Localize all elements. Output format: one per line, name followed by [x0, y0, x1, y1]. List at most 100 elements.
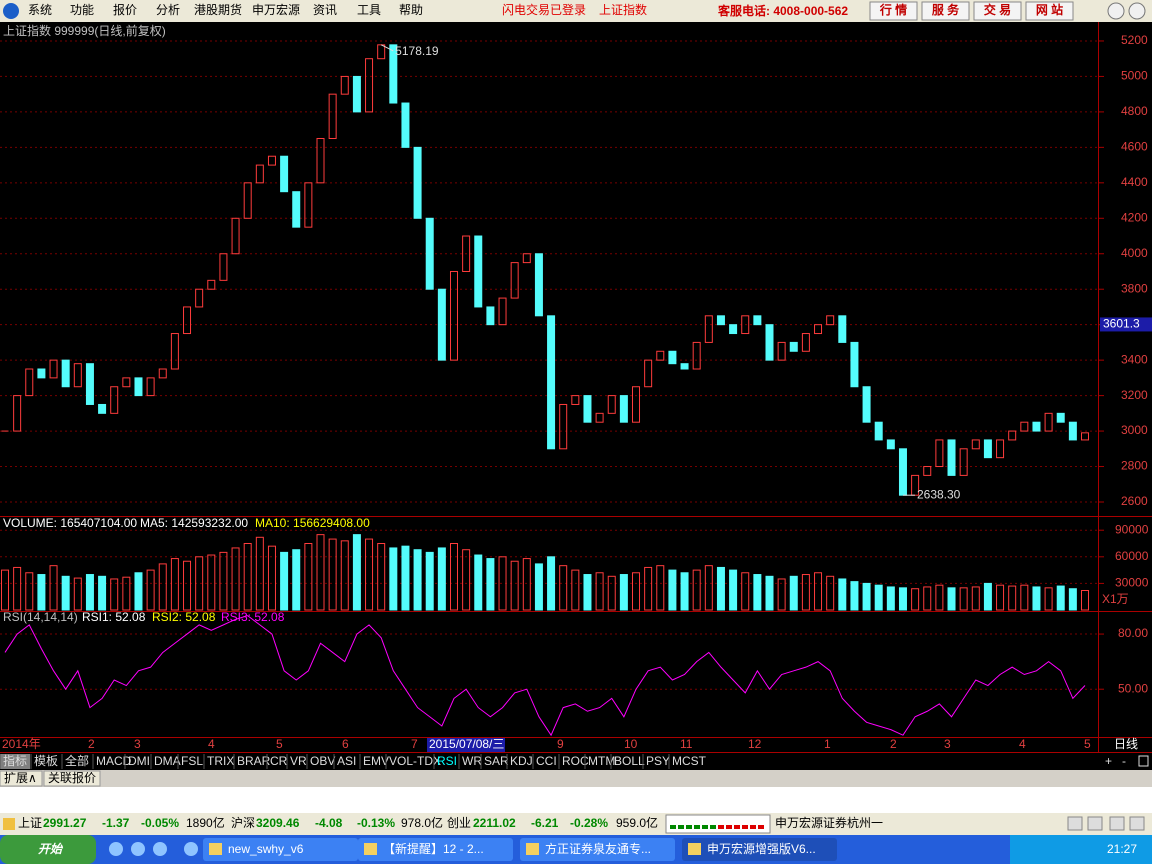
indicator-tab[interactable]: RSI — [437, 754, 457, 768]
extra-tab[interactable]: 扩展∧ — [4, 771, 37, 785]
date-label: 6 — [342, 737, 349, 751]
extra-tab[interactable]: 关联报价 — [48, 770, 96, 785]
menu-button[interactable] — [973, 1, 1022, 21]
indicator-tab[interactable]: PSY — [646, 754, 670, 768]
panel-control[interactable]: - — [1122, 754, 1126, 768]
task-label[interactable]: 【新提醒】12 - 2... — [383, 841, 484, 856]
indicator-tab[interactable]: TRIX — [207, 754, 234, 768]
app-icon[interactable] — [3, 3, 19, 19]
quick-launch[interactable] — [131, 842, 145, 856]
cursor-date-box — [427, 738, 505, 752]
indicator-tab[interactable]: DMI — [128, 754, 150, 768]
indicator-tab[interactable]: EMV — [363, 754, 389, 768]
volume-bar — [73, 577, 82, 611]
window-button[interactable] — [1107, 2, 1125, 20]
menu-button[interactable] — [921, 1, 970, 21]
indicator-tab[interactable]: MACD — [96, 754, 132, 768]
task-button[interactable] — [203, 838, 358, 861]
menu-item[interactable]: 申万宏源 — [252, 2, 300, 17]
candle — [389, 44, 398, 104]
status-tool[interactable] — [1109, 816, 1125, 831]
extra-tab-bg[interactable] — [0, 770, 43, 787]
volume-bar — [583, 574, 592, 611]
indicator-tab[interactable]: BRAR — [237, 754, 271, 768]
task-button[interactable] — [682, 838, 837, 861]
candle — [534, 253, 543, 317]
status-tool[interactable] — [1129, 816, 1145, 831]
candle — [1068, 421, 1077, 441]
task-button[interactable] — [520, 838, 675, 861]
indicator-tab[interactable]: ASI — [337, 754, 356, 768]
meter-cell — [750, 825, 756, 829]
volume-bar — [231, 547, 240, 611]
menu-button-label[interactable]: 服 务 — [932, 2, 960, 17]
menu-item[interactable]: 功能 — [70, 3, 94, 17]
volume-bar — [255, 536, 264, 611]
menu-item[interactable]: 帮助 — [399, 3, 423, 17]
indicator-tab[interactable]: MCST — [672, 754, 707, 768]
indicator-tab[interactable]: 模板 — [34, 754, 58, 768]
panel-control[interactable]: + — [1105, 754, 1112, 768]
indicator-tab[interactable]: 全部 — [65, 753, 89, 768]
status-tool[interactable] — [1087, 816, 1103, 831]
indicator-tab[interactable]: ROC — [562, 754, 589, 768]
task-button[interactable] — [358, 838, 513, 861]
indicator-tab[interactable]: KDJ — [510, 754, 533, 768]
menu-item[interactable]: 报价 — [113, 2, 137, 17]
menu-item[interactable]: 港股期货 — [194, 2, 242, 17]
y-tick-label: 90000 — [1115, 522, 1149, 536]
quick-launch[interactable] — [153, 842, 167, 856]
date-label: 2 — [890, 737, 897, 751]
task-label[interactable]: 申万宏源增强版V6... — [707, 841, 816, 856]
indicator-tab[interactable]: CCI — [536, 754, 557, 768]
menu-item[interactable]: 系统 — [28, 3, 52, 17]
task-label[interactable]: new_swhy_v6 — [228, 842, 304, 856]
menu-button[interactable] — [869, 1, 918, 21]
menu-button[interactable] — [1025, 1, 1074, 21]
quick-launch[interactable] — [109, 842, 123, 856]
indicator-tab[interactable]: DMA — [154, 754, 181, 768]
menu-item[interactable]: 工具 — [357, 3, 381, 17]
indicator-tab[interactable]: WR — [462, 754, 482, 768]
indicator-tab[interactable]: MTM — [588, 754, 615, 768]
volume-bar — [850, 581, 859, 611]
menu-button-label[interactable]: 网 站 — [1036, 2, 1063, 17]
indicator-tab[interactable]: VOL-TDX — [389, 754, 441, 768]
candle — [243, 182, 252, 219]
candle — [365, 58, 374, 113]
meter-cell — [694, 825, 700, 829]
indicator-tab[interactable]: FSL — [181, 754, 203, 768]
quick-launch[interactable] — [184, 842, 198, 856]
task-icon — [526, 843, 539, 855]
start-label[interactable]: 开始 — [38, 842, 64, 856]
indicator-tab[interactable]: VR — [290, 754, 307, 768]
start-button[interactable] — [0, 835, 96, 864]
date-label: 5 — [276, 737, 283, 751]
indicator-tab[interactable]: CR — [270, 754, 288, 768]
window-button[interactable] — [1128, 2, 1146, 20]
candle — [862, 386, 871, 423]
indicator-tab[interactable]: BOLL — [614, 754, 645, 768]
menu-item[interactable]: 分析 — [156, 3, 180, 17]
menu-button-label[interactable]: 交 易 — [984, 2, 1011, 17]
volume-bar — [413, 549, 422, 611]
volume-bar — [1068, 588, 1077, 611]
extra-tab-bg[interactable] — [43, 770, 101, 787]
indicator-tab[interactable]: SAR — [484, 754, 509, 768]
menu-button-label[interactable]: 行 情 — [879, 2, 907, 17]
menu-item[interactable]: 资讯 — [313, 3, 337, 17]
index-price: 3209.46 — [256, 816, 300, 830]
status-tool[interactable] — [1067, 816, 1083, 831]
date-label: 12 — [748, 737, 762, 751]
cursor-date: 2015/07/08/三 — [429, 737, 504, 751]
y-tick-label: 4800 — [1121, 104, 1148, 118]
panel-control-box[interactable] — [1138, 755, 1149, 767]
volume-bar — [595, 572, 604, 611]
indicator-tab[interactable]: 指标 — [3, 753, 27, 768]
broker: 申万宏源证券杭州一 — [775, 815, 883, 830]
candle — [983, 439, 992, 459]
volume-bar — [462, 549, 471, 611]
rsi-line — [4, 615, 1086, 737]
indicator-tab[interactable]: OBV — [310, 754, 335, 768]
task-label[interactable]: 方正证券泉友通专... — [545, 841, 651, 856]
